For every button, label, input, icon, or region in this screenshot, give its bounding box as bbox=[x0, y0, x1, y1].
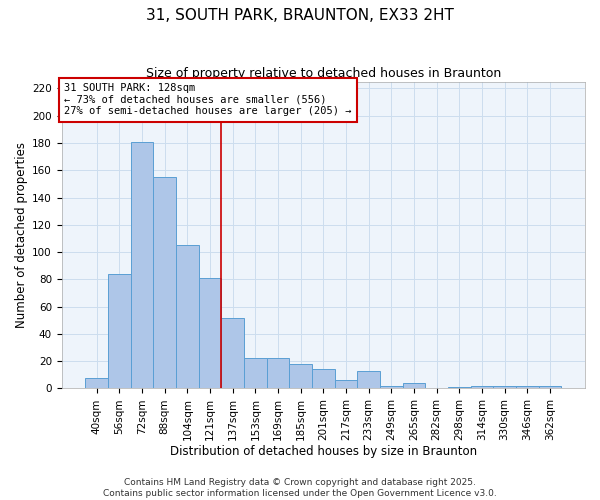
Bar bbox=[199, 278, 221, 388]
Bar bbox=[493, 386, 516, 388]
Bar bbox=[221, 318, 244, 388]
Bar bbox=[470, 386, 493, 388]
Bar bbox=[85, 378, 108, 388]
Bar bbox=[403, 383, 425, 388]
Bar bbox=[108, 274, 131, 388]
Bar bbox=[516, 386, 539, 388]
Bar bbox=[154, 177, 176, 388]
Bar bbox=[131, 142, 154, 388]
Text: Contains HM Land Registry data © Crown copyright and database right 2025.
Contai: Contains HM Land Registry data © Crown c… bbox=[103, 478, 497, 498]
Bar bbox=[539, 386, 561, 388]
Text: 31 SOUTH PARK: 128sqm
← 73% of detached houses are smaller (556)
27% of semi-det: 31 SOUTH PARK: 128sqm ← 73% of detached … bbox=[64, 83, 352, 116]
Y-axis label: Number of detached properties: Number of detached properties bbox=[15, 142, 28, 328]
Bar bbox=[244, 358, 266, 388]
Bar bbox=[266, 358, 289, 388]
Bar bbox=[448, 387, 470, 388]
Bar bbox=[312, 370, 335, 388]
Bar bbox=[176, 246, 199, 388]
Bar bbox=[380, 386, 403, 388]
Text: 31, SOUTH PARK, BRAUNTON, EX33 2HT: 31, SOUTH PARK, BRAUNTON, EX33 2HT bbox=[146, 8, 454, 22]
Bar bbox=[358, 371, 380, 388]
Bar bbox=[335, 380, 358, 388]
Title: Size of property relative to detached houses in Braunton: Size of property relative to detached ho… bbox=[146, 68, 501, 80]
Bar bbox=[289, 364, 312, 388]
X-axis label: Distribution of detached houses by size in Braunton: Distribution of detached houses by size … bbox=[170, 444, 477, 458]
